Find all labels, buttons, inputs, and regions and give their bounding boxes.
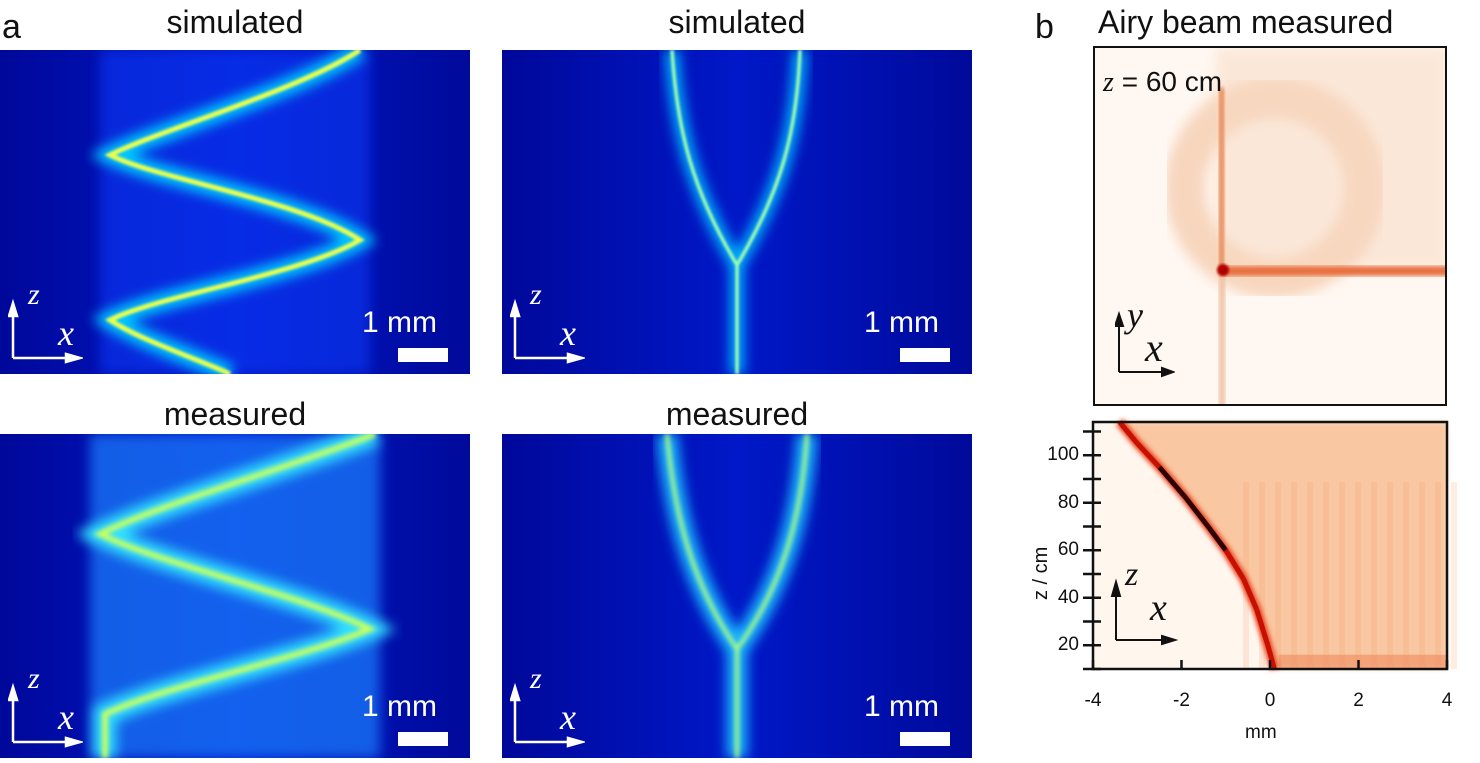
measured-zigzag-image <box>0 434 470 758</box>
z-x-axes-arrow-icon <box>8 682 83 748</box>
y-axis-title: z / cm <box>1030 546 1052 600</box>
scale-bar <box>398 348 448 362</box>
side-lobes-region <box>1119 422 1447 669</box>
top-left-title: simulated <box>166 4 304 40</box>
y-tick-label: 40 <box>1057 586 1079 608</box>
z-x-axes-arrow-icon <box>510 682 585 748</box>
side-lobe-stripe <box>1291 482 1297 669</box>
main-lobe-segment <box>1265 644 1277 670</box>
side-lobe-stripe <box>1387 482 1393 669</box>
side-lobe-stripe <box>1323 482 1329 669</box>
z-axis-label: z <box>530 278 542 311</box>
panel-label-b: b <box>1035 8 1054 46</box>
main-lobe-segment <box>1135 441 1162 469</box>
side-lobe-stripe <box>1435 482 1441 669</box>
x-tick-label: 4 <box>1441 690 1453 711</box>
airy-transverse-image: z = 60 cm y x <box>1093 46 1447 406</box>
x-tick-label: 0 <box>1264 690 1276 711</box>
side-lobe-stripe <box>1339 482 1345 669</box>
scale-bar-label: 1 mm <box>864 690 939 723</box>
z-annotation: z = 60 cm <box>1103 66 1222 99</box>
y-x-axes-arrow-icon <box>1115 310 1175 378</box>
scale-bar-label: 1 mm <box>362 306 437 339</box>
main-lobe-segment <box>1117 420 1140 445</box>
z-annotation-var: z <box>1103 67 1114 98</box>
scale-bar-label: 1 mm <box>864 306 939 339</box>
side-lobe-stripe <box>1307 482 1313 669</box>
bottom-left-title: measured <box>163 396 307 432</box>
airy-propagation-chart <box>1083 419 1457 671</box>
z-axis-label: z <box>1125 556 1139 593</box>
main-lobe-segment <box>1241 577 1260 611</box>
main-lobe-segment <box>1254 608 1271 646</box>
y-tick-label: 80 <box>1057 491 1079 513</box>
side-lobe-stripe <box>1355 482 1361 669</box>
z-x-axes-arrow-icon <box>510 298 585 364</box>
scale-bar <box>900 348 950 362</box>
panel-label-a: a <box>2 8 21 46</box>
z-x-axes-arrow-icon <box>8 298 83 364</box>
x-axis-label: x <box>1150 587 1167 629</box>
measured-autofocus-image <box>502 434 972 758</box>
z-x-axes-arrow-icon <box>1110 578 1179 646</box>
x-axis-title: mm <box>1245 722 1277 743</box>
x-axis-label: x <box>58 697 74 737</box>
main-lobe-segment <box>1157 465 1188 500</box>
top-middle-title: simulated <box>668 4 806 40</box>
x-axis-label: x <box>1145 325 1163 370</box>
side-lobe-stripe <box>1419 482 1425 669</box>
z-axis-label: z <box>28 662 40 695</box>
side-lobe-stripe <box>1259 482 1265 669</box>
bottom-bright-band <box>1278 654 1447 669</box>
simulated-autofocus-image <box>502 50 972 374</box>
z-axis-label: z <box>28 278 40 311</box>
scale-bar-label: 1 mm <box>362 690 437 723</box>
y-axis-label: y <box>1127 295 1143 335</box>
x-tick-label: 2 <box>1353 690 1364 711</box>
y-tick-label: 20 <box>1057 634 1079 656</box>
x-axis-label: x <box>58 313 74 353</box>
scale-bar <box>900 732 950 746</box>
main-lobe-segment <box>1223 548 1246 581</box>
side-lobe-stripe <box>1451 482 1457 669</box>
main-lobe-segment <box>1183 496 1211 529</box>
side-lobe-stripe <box>1403 482 1409 669</box>
z-axis-label: z <box>530 662 542 695</box>
main-lobe-segment <box>1206 525 1228 552</box>
scale-bar <box>398 732 448 746</box>
side-lobe-stripe <box>1275 482 1281 669</box>
y-tick-label: 60 <box>1057 539 1079 561</box>
airy-title: Airy beam measured <box>1098 4 1394 40</box>
y-tick-label: 100 <box>1047 444 1079 466</box>
x-axis-label: x <box>560 697 576 737</box>
z-annotation-value: = 60 cm <box>1121 66 1223 97</box>
side-lobe-stripe <box>1371 482 1377 669</box>
x-axis-label: x <box>560 313 576 353</box>
simulated-zigzag-image <box>0 50 470 374</box>
bottom-middle-title: measured <box>665 396 809 432</box>
x-tick-label: -2 <box>1173 690 1190 711</box>
x-tick-label: -4 <box>1084 690 1102 711</box>
